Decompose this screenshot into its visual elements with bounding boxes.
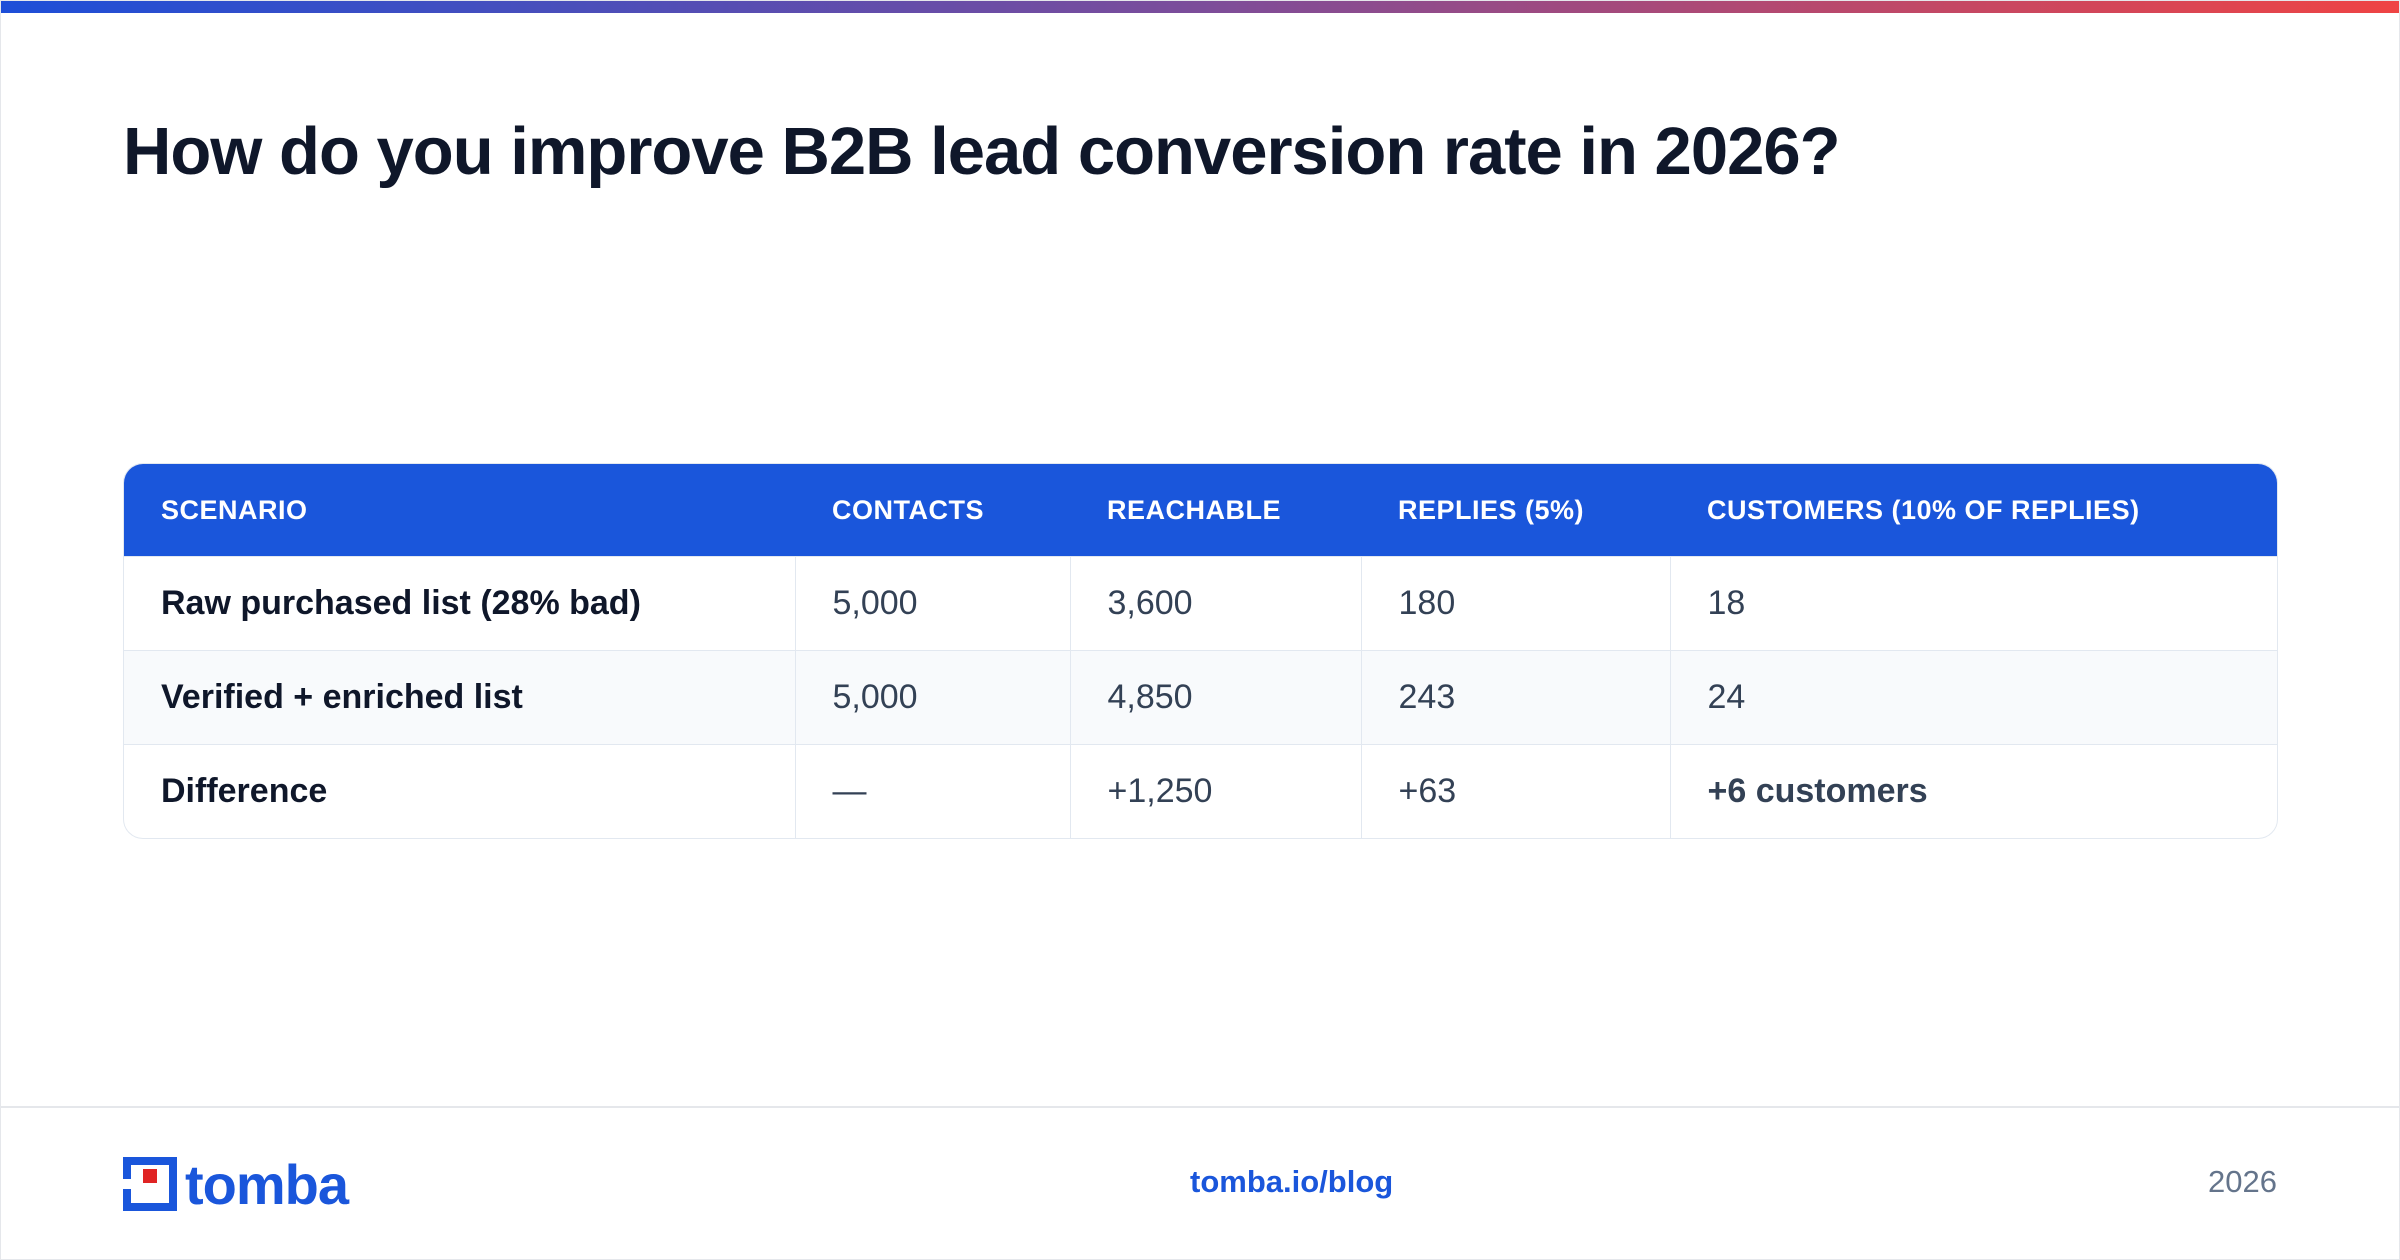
table-cell: +63 bbox=[1360, 744, 1670, 838]
table-cell: 5,000 bbox=[794, 650, 1070, 745]
table-row: Raw purchased list (28% bad) 5,000 3,600 18… bbox=[124, 556, 2277, 651]
table-cell: +1,250 bbox=[1069, 744, 1361, 838]
column-header: SCENARIO bbox=[124, 464, 795, 557]
table-cell: 180 bbox=[1360, 556, 1670, 651]
top-gradient-bar bbox=[1, 1, 2399, 13]
logo-text: tomba bbox=[185, 1152, 349, 1216]
year: 2026 bbox=[2208, 1164, 2277, 1199]
footer-divider bbox=[1, 1106, 2399, 1108]
table-cell: 24 bbox=[1669, 650, 2277, 745]
table-cell: 5,000 bbox=[794, 556, 1070, 651]
table-cell: 18 bbox=[1669, 556, 2277, 651]
blog-link[interactable]: tomba.io/blog bbox=[1190, 1164, 1394, 1199]
table-cell: Raw purchased list (28% bad) bbox=[124, 556, 795, 651]
table-cell: Difference bbox=[124, 744, 795, 838]
table-body: Raw purchased list (28% bad) 5,000 3,600 18… bbox=[124, 556, 2277, 838]
table-cell: 3,600 bbox=[1069, 556, 1361, 651]
column-header: REACHABLE bbox=[1070, 464, 1361, 557]
table-container: SCENARIO CONTACTS REACHABLE REPLIES (5%) CUS… bbox=[123, 463, 2278, 839]
table-row: Difference — +1,250 +63 +6 customers bbox=[124, 744, 2277, 838]
header-row: SCENARIO CONTACTS REACHABLE REPLIES (5%) CUS… bbox=[124, 464, 2277, 557]
logo: tomba bbox=[123, 1153, 349, 1216]
column-header: CUSTOMERS (10% OF REPLIES) bbox=[1670, 464, 2277, 557]
table-cell: +6 customers bbox=[1669, 744, 2277, 838]
logo-icon bbox=[123, 1157, 177, 1211]
table-cell: Verified + enriched list bbox=[124, 650, 795, 745]
table-cell: — bbox=[794, 744, 1070, 838]
table-head: SCENARIO CONTACTS REACHABLE REPLIES (5%) CUS… bbox=[124, 464, 2277, 557]
table: SCENARIO CONTACTS REACHABLE REPLIES (5%) CUS… bbox=[124, 464, 2277, 838]
column-header: REPLIES (5%) bbox=[1361, 464, 1670, 557]
table-row: Verified + enriched list 5,000 4,850 243 24 bbox=[124, 650, 2277, 745]
table-cell: 243 bbox=[1360, 650, 1670, 745]
title: How do you improve B2B lead conversion r… bbox=[123, 114, 1841, 189]
table-cell: 4,850 bbox=[1069, 650, 1361, 745]
column-header: CONTACTS bbox=[795, 464, 1070, 557]
